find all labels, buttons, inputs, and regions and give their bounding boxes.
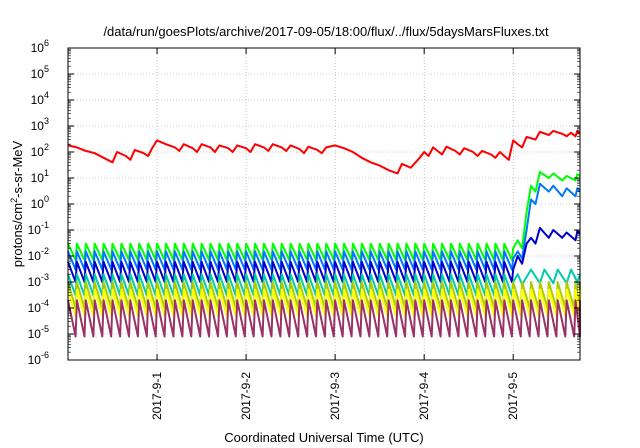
- y-tick-label: 105: [31, 64, 49, 81]
- y-tick-label: 106: [31, 38, 49, 55]
- y-tick-label: 103: [31, 116, 49, 133]
- series-line-0: [67, 129, 581, 175]
- y-tick-label: 10-6: [28, 350, 49, 367]
- y-tick-label: 101: [31, 168, 49, 185]
- y-tick-label: 10-4: [28, 298, 49, 315]
- x-tick-label: 2017-9-1: [150, 372, 164, 420]
- x-tick-label: 2017-9-3: [328, 372, 342, 420]
- y-tick-label: 10-1: [28, 220, 49, 237]
- x-tick-label: 2017-9-5: [506, 372, 520, 420]
- y-tick-label: 10-5: [28, 324, 49, 341]
- x-tick-label: 2017-9-2: [239, 372, 253, 420]
- x-tick-label: 2017-9-4: [417, 372, 431, 420]
- series-group: [67, 129, 581, 338]
- y-tick-label: 10-3: [28, 272, 49, 289]
- series-line-2: [67, 182, 581, 271]
- y-tick-label: 102: [31, 142, 49, 159]
- x-axis-label: Coordinated Universal Time (UTC): [224, 430, 423, 445]
- y-tick-label: 104: [31, 90, 49, 107]
- y-axis-ticks: 106 105 104 103 102 101 100 10-1 10-2 10-3 10-4 10-…: [28, 38, 580, 367]
- chart-title: /data/run/goesPlots/archive/2017-09-05/1…: [103, 24, 549, 39]
- y-tick-label: 100: [31, 194, 49, 211]
- series-line-7: [67, 299, 581, 338]
- series-line-1: [67, 171, 581, 261]
- x-axis-ticks: 2017-9-1 2017-9-2 2017-9-3 2017-9-4 2017-9-5: [150, 48, 520, 420]
- y-axis-label: protons/cm2-s-sr-MeV: [9, 140, 25, 267]
- y-tick-label: 10-2: [28, 246, 49, 263]
- series-line-3: [67, 226, 581, 283]
